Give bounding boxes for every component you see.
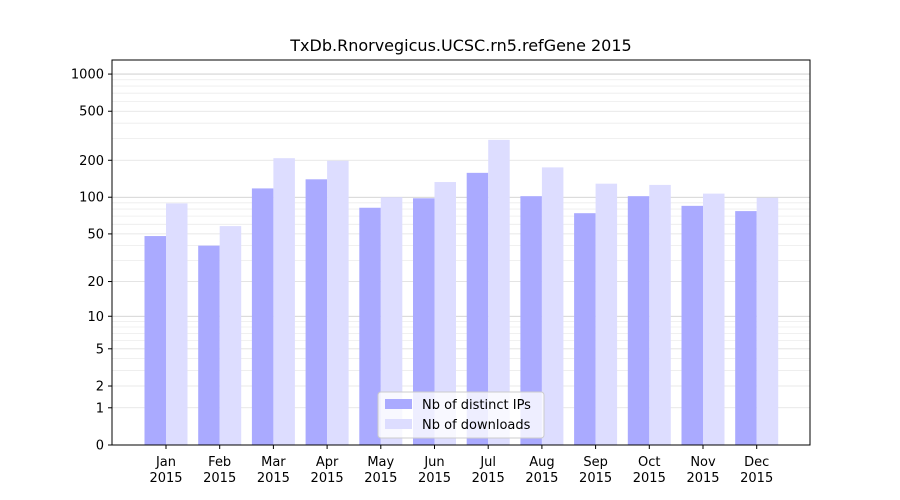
bar-distinct-ips — [305, 179, 328, 445]
y-tick-label: 200 — [79, 154, 104, 169]
x-tick-label-month: Sep — [583, 455, 608, 470]
bar-downloads — [541, 167, 564, 445]
bar-downloads — [273, 158, 295, 445]
legend-swatch — [385, 419, 412, 429]
bar-downloads — [219, 226, 242, 445]
y-axis: 0 1 2 5 10 20 50 100 200 500 1000 — [71, 68, 112, 454]
x-tick-label-year: 2015 — [311, 471, 344, 486]
x-tick-label-month: Dec — [744, 455, 769, 470]
x-tick-label-month: Apr — [316, 455, 339, 470]
x-tick-label-year: 2015 — [149, 471, 182, 486]
x-tick-label-month: Feb — [208, 455, 231, 470]
x-tick-label-year: 2015 — [633, 471, 666, 486]
x-tick-label-year: 2015 — [364, 471, 397, 486]
bar-layer — [144, 139, 779, 445]
x-tick-label-year: 2015 — [740, 471, 773, 486]
x-tick-label-month: Nov — [690, 455, 716, 470]
bar-distinct-ips — [466, 172, 489, 445]
bar-downloads — [649, 184, 671, 445]
bar-downloads — [703, 193, 725, 445]
y-tick-label: 100 — [79, 191, 104, 206]
x-tick-label-year: 2015 — [686, 471, 719, 486]
bar-downloads — [327, 160, 349, 445]
x-tick-label-month: Oct — [638, 455, 660, 470]
bar-distinct-ips — [520, 196, 542, 445]
y-tick-label: 2 — [96, 380, 104, 395]
bar-downloads — [380, 197, 403, 445]
y-tick-label: 10 — [87, 310, 104, 325]
bar-distinct-ips — [627, 196, 650, 445]
x-tick-label-year: 2015 — [579, 471, 612, 486]
y-tick-label: 500 — [79, 105, 104, 120]
x-tick-label-year: 2015 — [203, 471, 236, 486]
bar-distinct-ips — [574, 213, 596, 445]
x-tick-label-month: Mar — [261, 455, 286, 470]
x-axis: Jan2015Feb2015Mar2015Apr2015May2015Jun20… — [149, 445, 773, 486]
chart-title: TxDb.Rnorvegicus.UCSC.rn5.refGene 2015 — [289, 36, 631, 55]
bar-distinct-ips — [144, 236, 166, 445]
x-tick-label-month: Jan — [155, 455, 176, 470]
bar-downloads — [756, 197, 779, 445]
bar-downloads — [488, 139, 510, 445]
bar-downloads — [595, 183, 618, 445]
x-tick-label-month: Jul — [479, 455, 496, 470]
legend-box — [377, 391, 545, 439]
x-tick-label-month: Aug — [529, 455, 554, 470]
bar-distinct-ips — [681, 205, 703, 445]
bar-distinct-ips — [359, 207, 381, 445]
x-tick-label-year: 2015 — [525, 471, 558, 486]
legend-label: Nb of downloads — [422, 418, 531, 433]
x-tick-label-month: Jun — [423, 455, 444, 470]
x-tick-label-year: 2015 — [257, 471, 290, 486]
x-tick-label-year: 2015 — [472, 471, 505, 486]
y-tick-label: 5 — [96, 342, 104, 357]
x-tick-label-month: May — [367, 455, 394, 470]
y-tick-label: 1 — [96, 401, 104, 416]
bar-distinct-ips — [198, 245, 220, 445]
y-tick-label: 50 — [87, 227, 104, 242]
y-tick-label: 1000 — [71, 68, 104, 83]
bar-downloads — [434, 182, 456, 445]
y-tick-label: 20 — [87, 275, 104, 290]
legend-label: Nb of distinct IPs — [422, 398, 531, 413]
y-tick-label: 0 — [96, 439, 104, 454]
bar-distinct-ips — [251, 188, 274, 445]
bar-distinct-ips — [413, 198, 435, 445]
bar-downloads — [166, 203, 188, 445]
legend-swatch — [385, 399, 412, 409]
plot-frame — [111, 59, 811, 446]
bar-distinct-ips — [735, 211, 757, 445]
x-tick-label-year: 2015 — [418, 471, 451, 486]
legend: Nb of distinct IPs Nb of downloads — [377, 391, 545, 439]
